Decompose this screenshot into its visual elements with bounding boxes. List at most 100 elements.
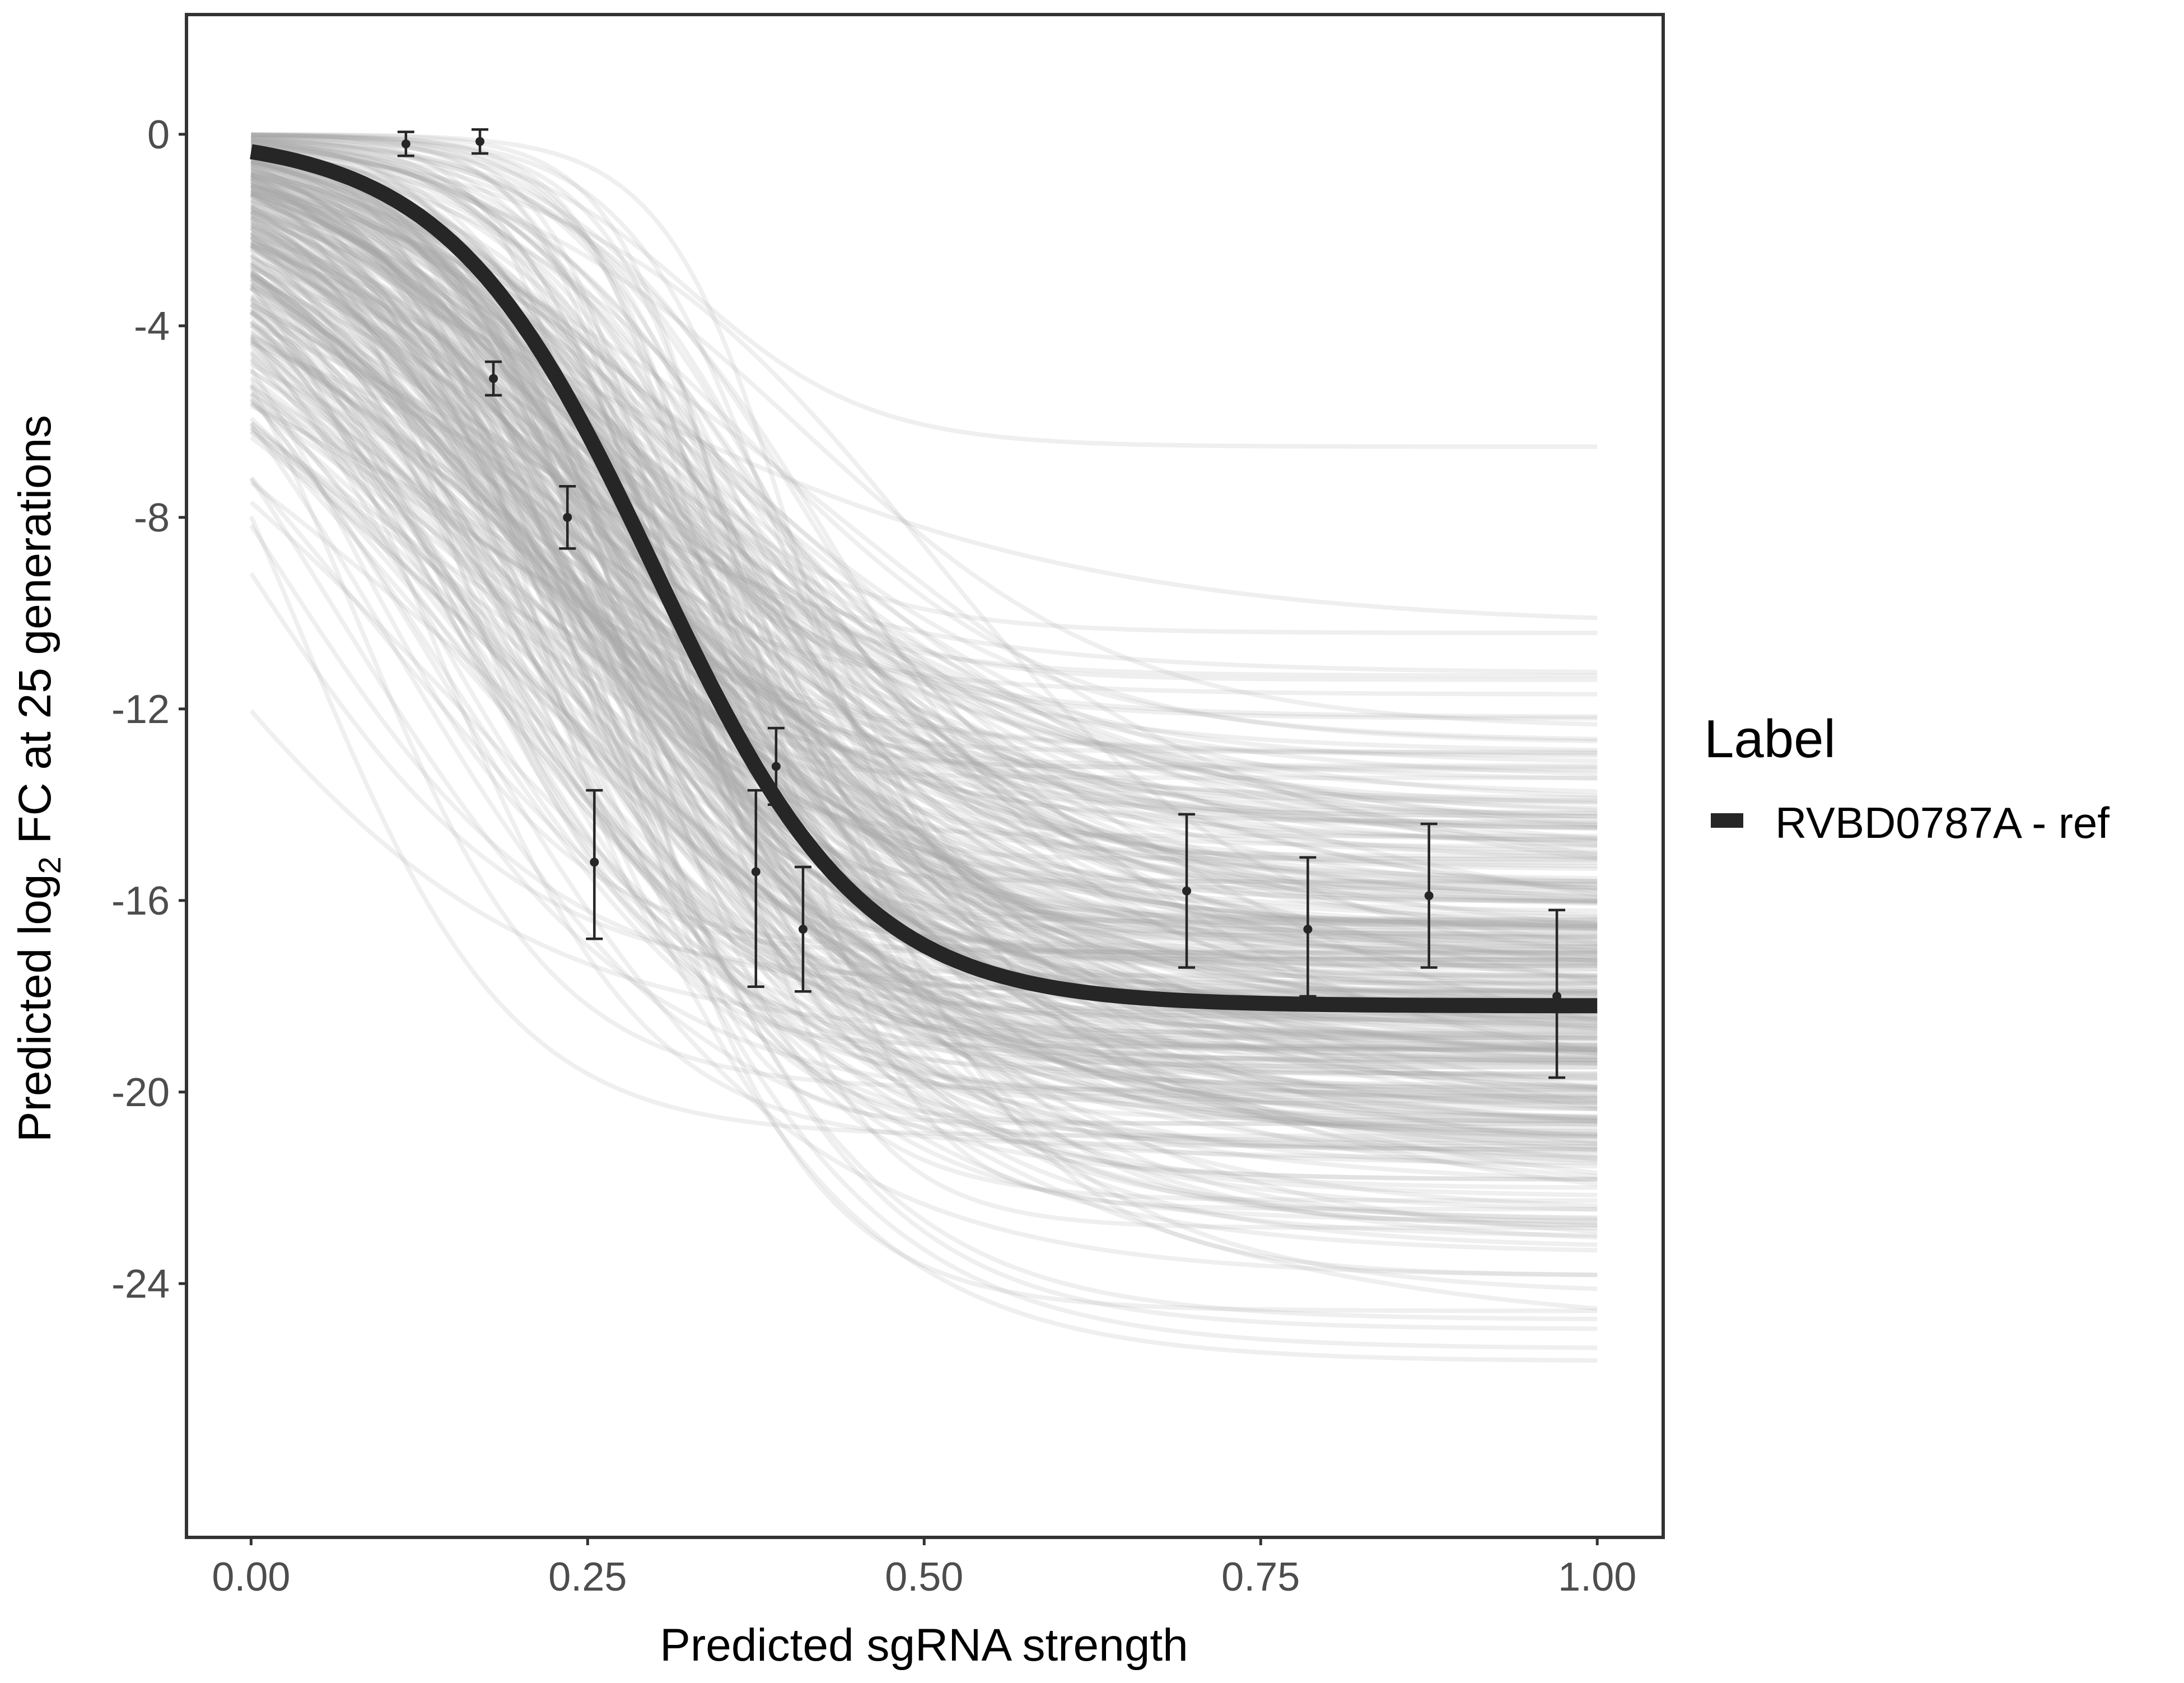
posterior-curve — [250, 193, 1598, 843]
posterior-curve — [250, 201, 1598, 828]
posterior-curve — [250, 235, 1598, 1221]
posterior-curve — [250, 183, 1598, 1051]
posterior-curve — [250, 160, 1598, 1025]
posterior-curve — [250, 225, 1598, 781]
posterior-curve — [249, 572, 1598, 986]
posterior-curve — [250, 215, 1598, 830]
posterior-curve — [250, 188, 1598, 1139]
posterior-curve — [250, 174, 1598, 856]
posterior-curve — [250, 270, 1598, 938]
posterior-curve — [250, 212, 1598, 999]
posterior-curve — [250, 189, 1598, 798]
data-point — [1299, 856, 1317, 998]
posterior-curve — [250, 262, 1598, 1094]
posterior-curve — [249, 515, 1598, 1139]
posterior-curve — [251, 133, 1598, 1211]
posterior-curve — [250, 282, 1598, 981]
posterior-curve — [251, 134, 1598, 449]
posterior-curve — [250, 208, 1598, 830]
posterior-curve — [250, 191, 1598, 980]
posterior-curve — [250, 192, 1598, 1047]
posterior-curve — [250, 253, 1598, 697]
posterior-curve — [250, 282, 1598, 1209]
posterior-curve — [250, 244, 1598, 819]
posterior-curve — [249, 385, 1598, 1092]
posterior-curve — [250, 426, 1598, 844]
posterior-curve — [250, 146, 1598, 770]
posterior-curve — [249, 285, 1598, 1153]
posterior-curve — [249, 422, 1598, 1150]
posterior-curve — [250, 244, 1598, 828]
posterior-curve — [251, 132, 1598, 1018]
posterior-curve — [250, 190, 1598, 1080]
posterior-curve — [251, 132, 1598, 968]
posterior-curve — [250, 234, 1598, 929]
posterior-curve — [249, 360, 1598, 1065]
posterior-curve — [250, 239, 1598, 776]
posterior-curve — [249, 524, 1598, 996]
posterior-curve — [250, 322, 1598, 897]
posterior-curve — [250, 271, 1598, 913]
posterior-curve — [251, 133, 1598, 1126]
posterior-curve — [250, 183, 1598, 918]
posterior-curve — [250, 208, 1598, 805]
posterior-curve — [250, 174, 1598, 1003]
point-marker — [401, 139, 410, 148]
posterior-curve — [251, 138, 1598, 1139]
posterior-curve — [250, 152, 1598, 1062]
posterior-curve — [250, 148, 1598, 887]
posterior-curve — [250, 151, 1598, 768]
posterior-curve — [250, 175, 1598, 1151]
data-point — [586, 789, 603, 940]
posterior-curve — [250, 273, 1598, 1240]
posterior-curve — [250, 226, 1598, 1238]
posterior-curve — [250, 244, 1598, 893]
posterior-curve — [250, 158, 1598, 1313]
posterior-curve — [250, 206, 1598, 854]
posterior-curve — [250, 189, 1598, 1027]
posterior-curve — [250, 188, 1598, 719]
posterior-curve — [250, 206, 1598, 891]
posterior-curve — [249, 423, 1598, 1160]
posterior-curve — [250, 162, 1598, 1123]
posterior-curve — [250, 188, 1598, 926]
posterior-curve — [249, 299, 1598, 1063]
posterior-curve — [249, 309, 1598, 1040]
posterior-curve — [250, 212, 1598, 1051]
posterior-curve — [250, 242, 1598, 1090]
x-tick-label: 0.75 — [1221, 1555, 1300, 1600]
posterior-curve — [250, 191, 1598, 1052]
point-marker — [1552, 991, 1562, 1001]
point-marker — [475, 137, 485, 146]
point-marker — [489, 374, 498, 383]
posterior-curve — [250, 215, 1598, 996]
posterior-curve — [249, 272, 1598, 1092]
posterior-curve — [250, 240, 1598, 904]
data-point — [472, 128, 489, 155]
posterior-curve — [250, 208, 1598, 861]
posterior-curve — [250, 182, 1598, 930]
posterior-curve — [250, 286, 1598, 958]
posterior-curve — [250, 156, 1598, 1076]
posterior-curve — [249, 481, 1598, 1162]
posterior-curve — [250, 242, 1598, 1247]
posterior-curve — [250, 276, 1598, 823]
posterior-curve — [250, 146, 1598, 925]
posterior-curve — [250, 302, 1598, 1090]
posterior-curve — [250, 203, 1598, 958]
posterior-curve — [250, 215, 1598, 978]
posterior-curve — [250, 246, 1598, 906]
posterior-curve — [250, 159, 1598, 967]
posterior-curve — [250, 223, 1598, 1048]
posterior-curve — [250, 278, 1598, 940]
posterior-curve — [250, 158, 1598, 1018]
posterior-curve — [250, 175, 1598, 1123]
posterior-curve — [250, 220, 1598, 869]
posterior-curve — [250, 181, 1598, 986]
posterior-curve — [250, 236, 1598, 1120]
posterior-curve — [251, 143, 1598, 827]
legend-label: RVBD0787A - ref — [1775, 798, 2110, 847]
posterior-curve — [250, 391, 1598, 903]
posterior-curve — [250, 172, 1598, 803]
posterior-curve — [250, 165, 1598, 1095]
